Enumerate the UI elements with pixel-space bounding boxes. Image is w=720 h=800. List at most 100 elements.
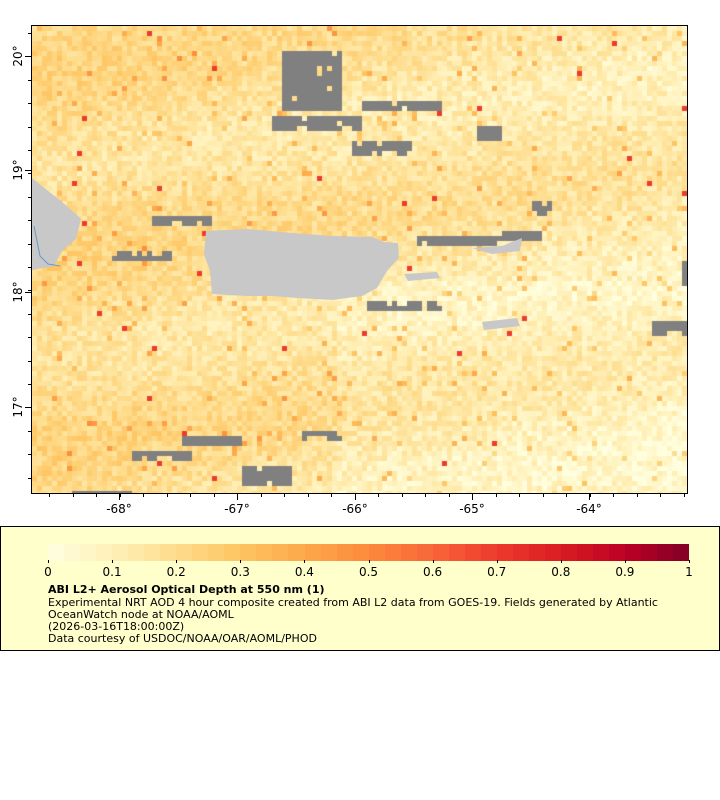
colorbar-segment	[368, 544, 385, 561]
colorbar-segment	[593, 544, 610, 561]
colorbar-tick	[240, 560, 242, 563]
colorbar-label: 0	[44, 565, 52, 579]
colorbar-tick	[689, 560, 690, 563]
lat-tick-label: 19°	[11, 159, 25, 181]
lat-tick	[25, 292, 31, 293]
lon-minor-tick	[143, 494, 144, 497]
colorbar-label: 0.2	[166, 565, 186, 579]
lon-minor-tick	[496, 494, 497, 497]
border-line	[33, 225, 61, 267]
colorbar-tick	[112, 560, 114, 563]
legend: 0 0.1 0.2 0.3 0.4 0.5 0.6 0.7 0.8 0.9 1 ABI L2+ Ae…	[0, 526, 720, 651]
lat-minor-tick	[28, 314, 31, 315]
lat-minor-tick	[28, 384, 31, 385]
colorbar-segment	[480, 544, 497, 561]
lat-minor-tick	[28, 150, 31, 151]
lat-minor-tick	[28, 80, 31, 81]
lon-minor-tick	[637, 494, 638, 497]
lon-tick	[119, 494, 120, 500]
colorbar-label: 0.9	[615, 565, 635, 579]
colorbar-segment	[128, 544, 145, 561]
lon-minor-tick	[261, 494, 262, 497]
lat-minor-tick	[28, 290, 31, 291]
land-overlay	[32, 178, 522, 330]
lon-minor-tick	[613, 494, 614, 497]
lon-minor-tick	[378, 494, 379, 497]
legend-title: ABI L2+ Aerosol Optical Depth at 550 nm …	[48, 583, 325, 596]
colorbar-label: 0.5	[358, 565, 379, 579]
lon-minor-tick	[190, 494, 191, 497]
lon-tick	[237, 494, 238, 500]
puerto-rico-land	[204, 229, 399, 300]
lon-minor-tick	[96, 494, 97, 497]
lon-tick-label: -67°	[224, 502, 250, 516]
colorbar-segment	[96, 544, 113, 561]
legend-description: Experimental NRT AOD 4 hour composite cr…	[48, 596, 658, 609]
colorbar-segment	[208, 544, 225, 561]
colorbar	[48, 544, 690, 561]
colorbar-segment	[384, 544, 401, 561]
lat-minor-tick	[28, 267, 31, 268]
lat-minor-tick	[28, 127, 31, 128]
lon-tick-label: -68°	[106, 502, 132, 516]
lon-minor-tick	[402, 494, 403, 497]
lon-tick	[589, 494, 590, 500]
lat-tick-label: 20°	[11, 45, 25, 67]
lon-minor-tick	[519, 494, 520, 497]
colorbar-segment	[112, 544, 129, 561]
colorbar-tick	[624, 560, 626, 563]
colorbar-tick	[368, 560, 370, 563]
colorbar-tick	[48, 560, 49, 563]
colorbar-label: 0.3	[230, 565, 250, 579]
lon-minor-tick	[449, 494, 450, 497]
colorbar-segment	[561, 544, 578, 561]
colorbar-segment	[400, 544, 417, 561]
lon-minor-tick	[472, 494, 473, 497]
lat-minor-tick	[28, 197, 31, 198]
lon-minor-tick	[590, 494, 591, 497]
colorbar-segment	[320, 544, 337, 561]
lon-tick	[472, 494, 473, 500]
lon-minor-tick	[684, 494, 685, 497]
colorbar-segment	[160, 544, 177, 561]
lat-minor-tick	[28, 103, 31, 104]
lat-tick-label: 18°	[11, 281, 25, 303]
legend-description-2: OceanWatch node at NOAA/AOML	[48, 608, 234, 621]
lat-minor-tick	[28, 431, 31, 432]
colorbar-segment	[641, 544, 658, 561]
lon-minor-tick	[355, 494, 356, 497]
colorbar-segment	[304, 544, 321, 561]
legend-credit: Data courtesy of USDOC/NOAA/OAR/AOML/PHO…	[48, 632, 317, 645]
colorbar-segment	[577, 544, 594, 561]
lon-tick-label: -65°	[459, 502, 485, 516]
colorbar-tick	[304, 560, 306, 563]
virgin-islands-land	[472, 238, 522, 254]
lat-minor-tick	[28, 244, 31, 245]
colorbar-segment	[352, 544, 369, 561]
vieques-land	[404, 272, 440, 281]
lat-minor-tick	[28, 454, 31, 455]
colorbar-segment	[144, 544, 161, 561]
aod-map	[31, 25, 688, 494]
lon-minor-tick	[49, 494, 50, 497]
colorbar-segment	[272, 544, 289, 561]
colorbar-segment	[48, 544, 65, 561]
lon-tick	[355, 494, 356, 500]
colorbar-segment	[192, 544, 209, 561]
lat-minor-tick	[28, 337, 31, 338]
colorbar-label: 0.6	[423, 565, 443, 579]
colorbar-segment	[288, 544, 305, 561]
st-croix-land	[482, 318, 520, 330]
lon-minor-tick	[284, 494, 285, 497]
colorbar-segment	[256, 544, 273, 561]
colorbar-segment	[240, 544, 257, 561]
colorbar-segment	[448, 544, 465, 561]
lon-minor-tick	[331, 494, 332, 497]
colorbar-segment	[512, 544, 529, 561]
colorbar-tick	[176, 560, 178, 563]
lon-minor-tick	[73, 494, 74, 497]
colorbar-segment	[657, 544, 674, 561]
lat-minor-tick	[28, 478, 31, 479]
lat-minor-tick	[28, 361, 31, 362]
lon-minor-tick	[167, 494, 168, 497]
